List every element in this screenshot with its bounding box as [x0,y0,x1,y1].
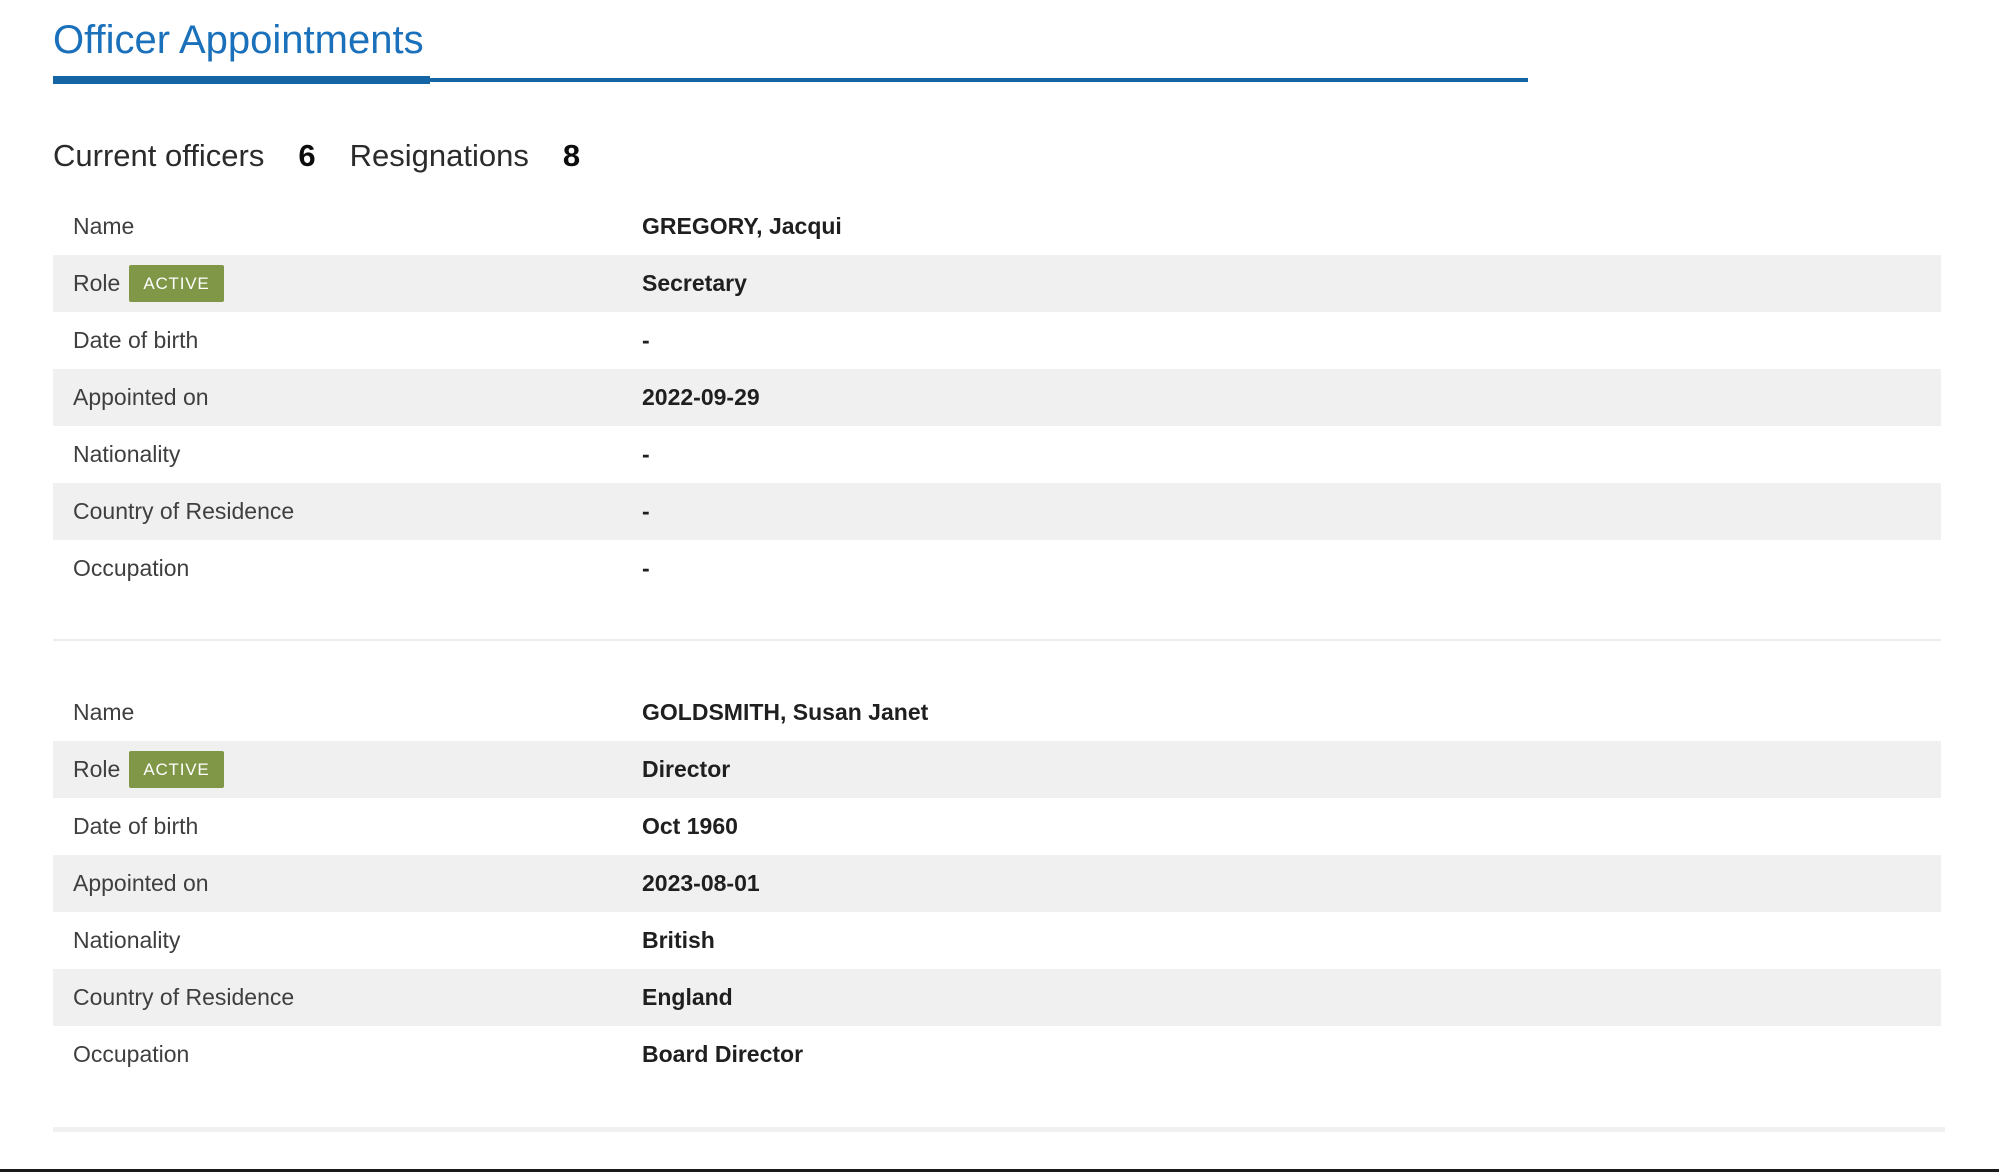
row-label-cell: Appointed on [53,384,642,411]
officer-record: Name GOLDSMITH, Susan Janet Role ACTIVE … [53,639,1941,1083]
table-row: Date of birth - [53,312,1941,369]
table-row: Nationality - [53,426,1941,483]
row-label: Role [73,270,121,296]
row-label: Appointed on [73,870,209,896]
row-label-cell: Role ACTIVE [53,265,642,302]
row-label: Country of Residence [73,984,295,1010]
row-label-cell: Nationality [53,927,642,954]
officer-list: Name GREGORY, Jacqui Role ACTIVE Secreta… [53,198,1941,1083]
row-value: British [642,927,715,953]
officer-summary: Current officers 6 Resignations 8 [53,138,1999,174]
bottom-border [0,1169,1999,1172]
row-label-cell: Occupation [53,1041,642,1068]
status-badge: ACTIVE [129,265,224,302]
row-label: Name [73,213,135,239]
row-value: - [642,441,650,467]
row-label-cell: Appointed on [53,870,642,897]
row-value: Board Director [642,1041,804,1067]
row-value: GOLDSMITH, Susan Janet [642,699,929,725]
row-value: - [642,498,650,524]
resignations-label: Resignations [349,138,529,173]
row-value: - [642,327,650,353]
row-value: England [642,984,733,1010]
bottom-divider [53,1127,1945,1132]
table-row: Date of birth Oct 1960 [53,798,1941,855]
current-officers-count: 6 [298,138,316,173]
table-row: Appointed on 2022-09-29 [53,369,1941,426]
row-value: GREGORY, Jacqui [642,213,842,239]
row-value: Oct 1960 [642,813,738,839]
row-label-cell: Occupation [53,555,642,582]
row-label-cell: Country of Residence [53,498,642,525]
row-label: Role [73,756,121,782]
row-label: Nationality [73,927,181,953]
current-officers-label: Current officers [53,138,265,173]
table-row: Name GOLDSMITH, Susan Janet [53,684,1941,741]
row-label-cell: Date of birth [53,813,642,840]
table-row: Appointed on 2023-08-01 [53,855,1941,912]
row-label: Country of Residence [73,498,295,524]
row-label-cell: Country of Residence [53,984,642,1011]
section-header: Officer Appointments [53,16,1528,84]
row-label: Occupation [73,1041,190,1067]
row-label-cell: Name [53,213,642,240]
row-label-cell: Date of birth [53,327,642,354]
row-label-cell: Name [53,699,642,726]
row-label: Date of birth [73,327,199,353]
table-row: Name GREGORY, Jacqui [53,198,1941,255]
row-value: - [642,555,650,581]
row-label-cell: Nationality [53,441,642,468]
row-value: 2023-08-01 [642,870,760,896]
table-row: Role ACTIVE Secretary [53,255,1941,312]
officer-appointments-panel: Officer Appointments Current officers 6 … [53,16,1999,1132]
row-label: Name [73,699,135,725]
table-row: Occupation - [53,540,1941,597]
row-label-cell: Role ACTIVE [53,751,642,788]
row-label: Appointed on [73,384,209,410]
row-value: Director [642,756,731,782]
table-row: Country of Residence England [53,969,1941,1026]
row-label: Nationality [73,441,181,467]
table-row: Country of Residence - [53,483,1941,540]
officer-rows: Name GREGORY, Jacqui Role ACTIVE Secreta… [53,198,1941,597]
row-label: Occupation [73,555,190,581]
officer-rows: Name GOLDSMITH, Susan Janet Role ACTIVE … [53,684,1941,1083]
status-badge: ACTIVE [129,751,224,788]
row-value: Secretary [642,270,747,296]
officer-record: Name GREGORY, Jacqui Role ACTIVE Secreta… [53,198,1941,597]
resignations-count: 8 [562,138,581,173]
tab-officer-appointments[interactable]: Officer Appointments [53,16,430,84]
table-row: Role ACTIVE Director [53,741,1941,798]
row-value: 2022-09-29 [642,384,760,410]
row-label: Date of birth [73,813,199,839]
table-row: Occupation Board Director [53,1026,1941,1083]
table-row: Nationality British [53,912,1941,969]
